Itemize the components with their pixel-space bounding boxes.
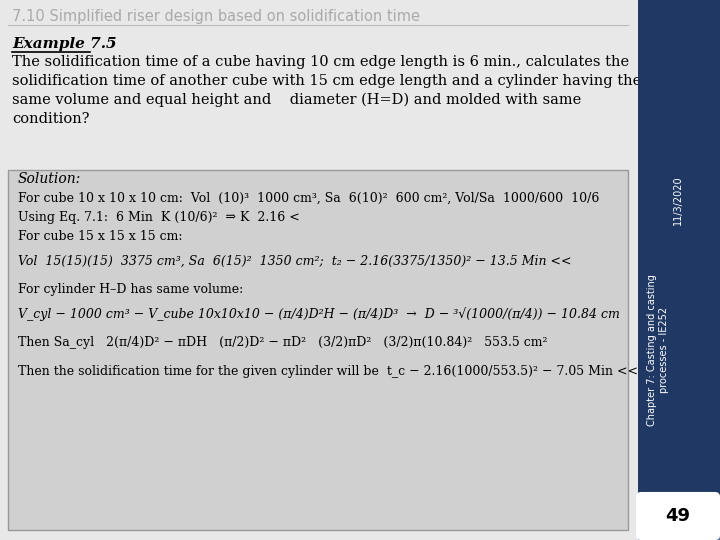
Text: solidification time of another cube with 15 cm edge length and a cylinder having: solidification time of another cube with… — [12, 74, 642, 88]
Text: Example 7.5: Example 7.5 — [12, 37, 117, 51]
Text: For cylinder H–D has same volume:: For cylinder H–D has same volume: — [18, 283, 243, 296]
Text: Chapter 7: Casting and casting
processes - IE252: Chapter 7: Casting and casting processes… — [647, 274, 669, 426]
Text: condition?: condition? — [12, 112, 89, 126]
Text: Solution:: Solution: — [18, 172, 81, 186]
Text: 7.10 Simplified riser design based on solidification time: 7.10 Simplified riser design based on so… — [12, 9, 420, 24]
FancyBboxPatch shape — [8, 170, 628, 530]
Text: The solidification time of a cube having 10 cm edge length is 6 min., calculates: The solidification time of a cube having… — [12, 55, 629, 69]
Text: same volume and equal height and    diameter (H=D) and molded with same: same volume and equal height and diamete… — [12, 92, 581, 107]
Text: V_cyl − 1000 cm³ − V_cube 10x10x10 − (π/4)D²H − (π/4)D³  →  D − ³√(1000/(π/4)) −: V_cyl − 1000 cm³ − V_cube 10x10x10 − (π/… — [18, 307, 620, 321]
Text: For cube 15 x 15 x 15 cm:: For cube 15 x 15 x 15 cm: — [18, 230, 182, 243]
Text: Then Sa_cyl   2(π/4)D² − πDH   (π/2)D² − πD²   (3/2)πD²   (3/2)π(10.84)²   553.5: Then Sa_cyl 2(π/4)D² − πDH (π/2)D² − πD²… — [18, 336, 547, 349]
Bar — [638, 0, 720, 495]
FancyBboxPatch shape — [637, 493, 719, 539]
Bar — [638, 495, 720, 540]
Text: Then the solidification time for the given cylinder will be  t_c − 2.16(1000/553: Then the solidification time for the giv… — [18, 365, 649, 378]
Text: 49: 49 — [665, 507, 690, 525]
Text: 11/3/2020: 11/3/2020 — [673, 175, 683, 225]
Text: Using Eq. 7.1:  6 Min  K (10/6)²  ⇒ K  2.16 <: Using Eq. 7.1: 6 Min K (10/6)² ⇒ K 2.16 … — [18, 211, 300, 224]
Text: Vol  15(15)(15)  3375 cm³, Sa  6(15)²  1350 cm²;  t₂ − 2.16(3375/1350)² − 13.5 M: Vol 15(15)(15) 3375 cm³, Sa 6(15)² 1350 … — [18, 255, 572, 268]
Text: For cube 10 x 10 x 10 cm:  Vol  (10)³  1000 cm³, Sa  6(10)²  600 cm², Vol/Sa  10: For cube 10 x 10 x 10 cm: Vol (10)³ 1000… — [18, 192, 599, 205]
